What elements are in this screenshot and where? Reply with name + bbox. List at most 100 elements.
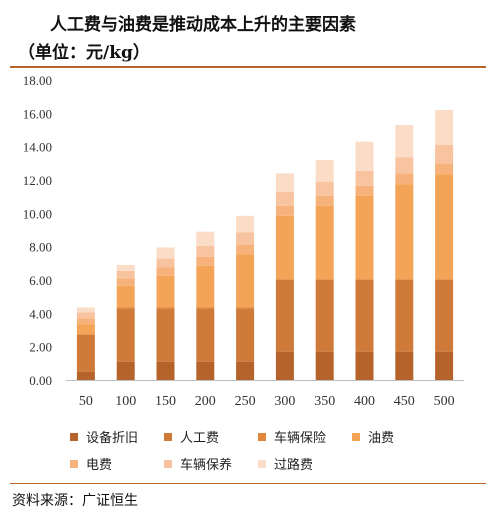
- bar-segment: [236, 245, 255, 255]
- x-tick-label: 500: [434, 394, 455, 409]
- x-tick-label: 250: [235, 394, 256, 409]
- bar-segment: [395, 351, 414, 380]
- legend-swatch: [70, 432, 78, 441]
- legend-item: 人工费: [164, 427, 219, 446]
- legend-swatch: [258, 432, 266, 441]
- legend-item: 过路费: [258, 454, 313, 473]
- source-note: 资料来源：广证恒生: [12, 493, 138, 509]
- chart-title: 人工费与油费是推动成本上升的主要因素: [50, 15, 356, 35]
- bar-segment: [156, 258, 175, 268]
- legend-label: 电费: [86, 458, 113, 473]
- bar-segment: [315, 160, 334, 182]
- bar-segment: [196, 307, 215, 309]
- bar-segment: [315, 351, 334, 380]
- bar-segment: [355, 185, 374, 196]
- x-tick-label: 300: [274, 394, 295, 409]
- legend-swatch: [164, 432, 172, 441]
- bar-segment: [315, 279, 334, 280]
- bar-segment: [236, 215, 255, 233]
- bar-segment: [76, 307, 95, 313]
- legend-item: 车辆保险: [258, 427, 326, 446]
- bar-segment: [315, 181, 334, 196]
- bar-segment: [435, 280, 454, 352]
- bar-segment: [76, 335, 95, 372]
- bar-segment: [395, 279, 414, 280]
- bar-segment: [395, 157, 414, 174]
- bars: [76, 110, 454, 380]
- bar-segment: [275, 280, 294, 352]
- bar-segment: [76, 312, 95, 319]
- x-tick-label: 400: [354, 394, 375, 409]
- bar-segment: [395, 280, 414, 352]
- bar-segment: [355, 195, 374, 280]
- x-axis: 50 100 150 200 250 300 350 400 450 500: [66, 380, 464, 409]
- legend-label: 油费: [368, 431, 395, 446]
- bar-segment: [196, 308, 215, 362]
- x-tick-label: 50: [79, 394, 93, 409]
- y-tick-label: 4.00: [29, 306, 52, 321]
- bar-segment: [196, 231, 215, 246]
- bar-segment: [355, 280, 374, 352]
- legend-item: 电费: [70, 454, 112, 473]
- legend-label: 过路费: [274, 458, 314, 473]
- bar-segment: [116, 285, 135, 308]
- legend-swatch: [352, 432, 360, 441]
- bar-segment: [76, 324, 95, 335]
- chart-unit: （单位：元/kg）: [18, 43, 150, 63]
- bar-segment: [196, 265, 215, 308]
- bar-segment: [275, 215, 294, 280]
- bar-segment: [355, 141, 374, 171]
- bar-segment: [395, 173, 414, 185]
- bar-segment: [275, 191, 294, 206]
- y-tick-label: 6.00: [29, 273, 52, 288]
- x-tick-label: 350: [314, 394, 335, 409]
- bar-segment: [435, 163, 454, 175]
- legend-item: 设备折旧: [70, 427, 138, 446]
- x-tick-label: 450: [394, 394, 415, 409]
- y-axis: 0.00 2.00 4.00 6.00 8.00 10.00 12.00 14.00 16.00…: [23, 73, 52, 388]
- bar-segment: [156, 275, 175, 308]
- x-tick-label: 200: [195, 394, 216, 409]
- bar-segment: [76, 334, 95, 335]
- legend-swatch: [258, 459, 266, 468]
- bar-segment: [315, 280, 334, 352]
- bar-segment: [156, 307, 175, 309]
- bar-segment: [315, 195, 334, 206]
- y-tick-label: 16.00: [23, 106, 52, 121]
- y-tick-label: 18.00: [23, 73, 52, 88]
- bar-segment: [275, 279, 294, 280]
- bar-segment: [156, 361, 175, 380]
- bar-segment: [236, 361, 255, 380]
- bar-segment: [76, 371, 95, 380]
- bar-segment: [435, 110, 454, 145]
- bar-segment: [315, 205, 334, 280]
- stacked-bar-chart: 0.00 2.00 4.00 6.00 8.00 10.00 12.00 14.00 16.00…: [23, 73, 464, 409]
- y-tick-label: 0.00: [29, 373, 52, 388]
- y-tick-label: 14.00: [23, 140, 52, 155]
- bar-segment: [275, 351, 294, 380]
- bar-segment: [395, 125, 414, 158]
- bar-segment: [196, 256, 215, 266]
- bar-segment: [156, 308, 175, 362]
- title-divider: [10, 66, 486, 68]
- x-tick-label: 150: [155, 394, 176, 409]
- bar-segment: [116, 308, 135, 362]
- source-divider: [10, 483, 486, 484]
- bar-segment: [435, 351, 454, 380]
- bar-segment: [196, 361, 215, 380]
- y-tick-label: 8.00: [29, 240, 52, 255]
- y-tick-label: 10.00: [23, 206, 52, 221]
- bar-segment: [236, 307, 255, 309]
- bar-segment: [196, 245, 215, 257]
- bar-segment: [275, 173, 294, 192]
- y-tick-label: 2.00: [29, 340, 52, 355]
- bar-segment: [236, 232, 255, 245]
- legend-swatch: [164, 459, 172, 468]
- x-tick-label: 100: [115, 394, 136, 409]
- bar-segment: [435, 174, 454, 280]
- legend-label: 车辆保险: [274, 431, 327, 446]
- legend-label: 人工费: [180, 431, 220, 446]
- y-tick-label: 12.00: [23, 173, 52, 188]
- bar-segment: [156, 267, 175, 276]
